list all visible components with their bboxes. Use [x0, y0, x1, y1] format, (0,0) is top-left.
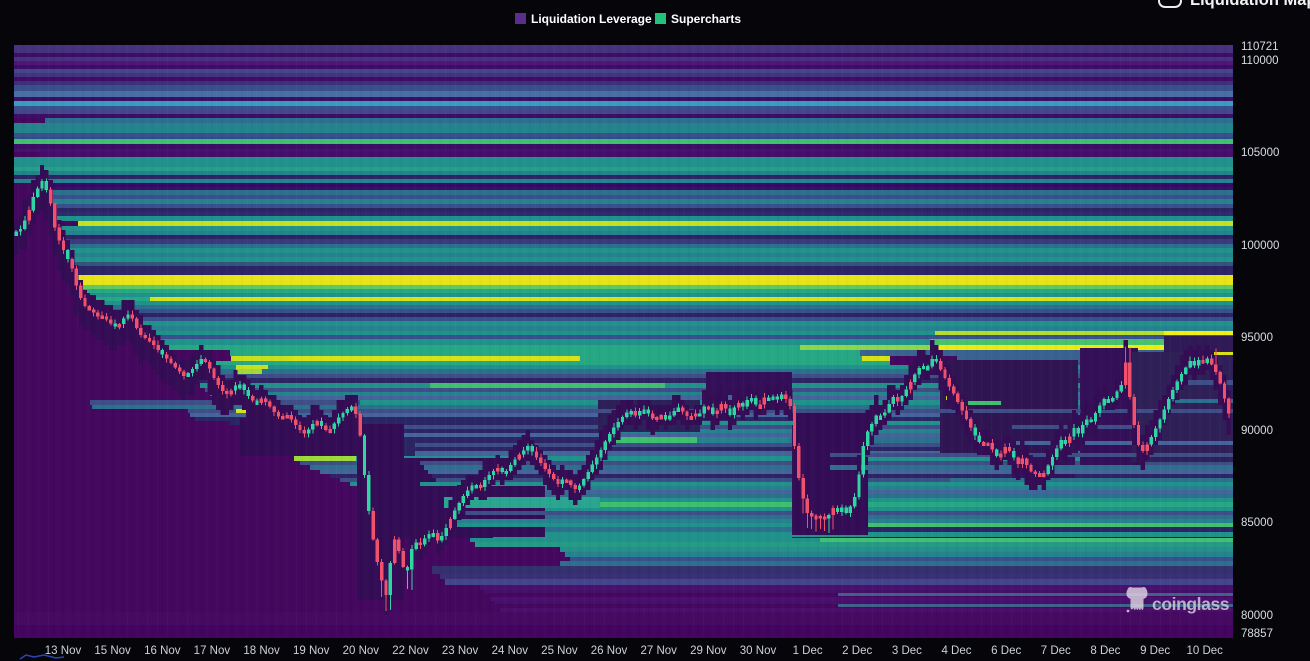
svg-text:110000: 110000 [1241, 55, 1279, 67]
svg-text:110721: 110721 [1241, 41, 1279, 53]
svg-text:23 Nov: 23 Nov [442, 645, 479, 657]
svg-text:10 Dec: 10 Dec [1186, 645, 1223, 657]
svg-text:4 Dec: 4 Dec [941, 645, 971, 657]
svg-text:22 Nov: 22 Nov [392, 645, 429, 657]
svg-text:29 Nov: 29 Nov [690, 645, 727, 657]
svg-text:6 Dec: 6 Dec [991, 645, 1021, 657]
svg-text:80000: 80000 [1241, 610, 1273, 622]
svg-text:2 Dec: 2 Dec [842, 645, 872, 657]
svg-text:Supercharts: Supercharts [671, 12, 741, 26]
svg-text:85000: 85000 [1241, 517, 1273, 529]
svg-text:20 Nov: 20 Nov [343, 645, 380, 657]
svg-text:coinglass: coinglass [1152, 594, 1230, 614]
svg-text:78857: 78857 [1241, 628, 1273, 640]
svg-text:1 Dec: 1 Dec [793, 645, 823, 657]
svg-text:105000: 105000 [1241, 147, 1279, 159]
svg-text:19 Nov: 19 Nov [293, 645, 330, 657]
svg-text:90000: 90000 [1241, 425, 1273, 437]
svg-text:Liquidation Map: Liquidation Map [1190, 0, 1310, 9]
svg-text:25 Nov: 25 Nov [541, 645, 578, 657]
svg-text:8 Dec: 8 Dec [1090, 645, 1120, 657]
svg-text:18 Nov: 18 Nov [243, 645, 280, 657]
svg-text:13 Nov: 13 Nov [45, 645, 82, 657]
svg-text:17 Nov: 17 Nov [194, 645, 231, 657]
svg-text:16 Nov: 16 Nov [144, 645, 181, 657]
svg-text:9 Dec: 9 Dec [1140, 645, 1170, 657]
svg-text:27 Nov: 27 Nov [640, 645, 677, 657]
svg-text:3 Dec: 3 Dec [892, 645, 922, 657]
svg-text:7 Dec: 7 Dec [1041, 645, 1071, 657]
svg-text:24 Nov: 24 Nov [492, 645, 529, 657]
svg-text:26 Nov: 26 Nov [591, 645, 628, 657]
svg-text:95000: 95000 [1241, 332, 1273, 344]
svg-text:30 Nov: 30 Nov [740, 645, 777, 657]
svg-text:Liquidation Leverage: Liquidation Leverage [531, 12, 652, 26]
svg-text:15 Nov: 15 Nov [94, 645, 131, 657]
svg-text:100000: 100000 [1241, 240, 1279, 252]
